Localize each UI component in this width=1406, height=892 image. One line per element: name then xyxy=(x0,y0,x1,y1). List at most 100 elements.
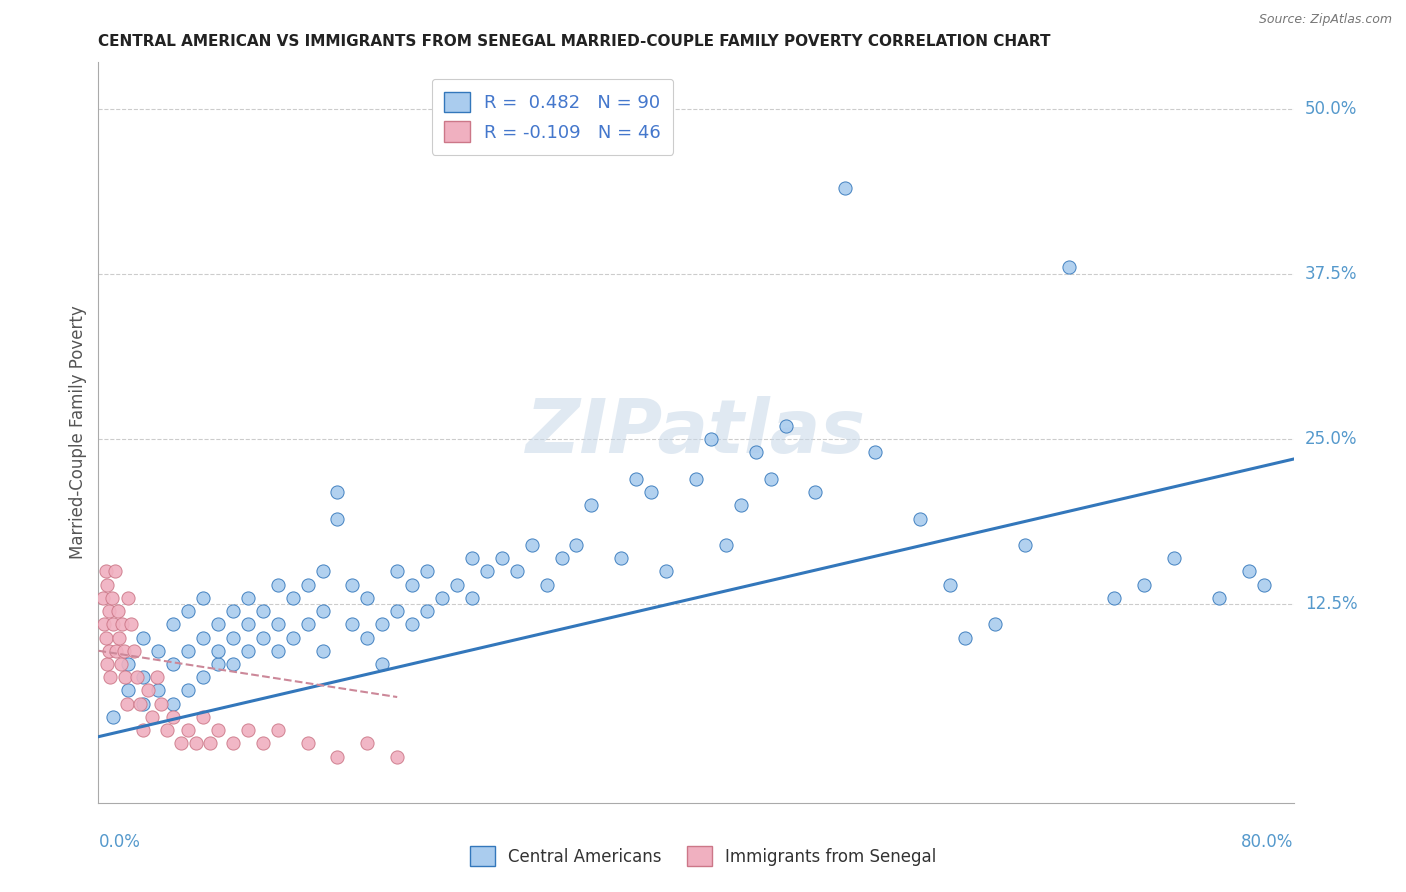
Point xyxy=(371,657,394,671)
Point xyxy=(281,631,304,645)
Point xyxy=(94,631,117,645)
Text: CENTRAL AMERICAN VS IMMIGRANTS FROM SENEGAL MARRIED-COUPLE FAMILY POVERTY CORREL: CENTRAL AMERICAN VS IMMIGRANTS FROM SENE… xyxy=(98,34,1050,49)
Point xyxy=(236,591,259,605)
Point xyxy=(385,604,409,618)
Point xyxy=(1104,591,1126,605)
Point xyxy=(112,644,135,658)
Point xyxy=(124,644,146,658)
Point xyxy=(252,604,274,618)
Point xyxy=(714,538,737,552)
Point xyxy=(136,683,159,698)
Text: 25.0%: 25.0% xyxy=(1305,430,1357,449)
Point xyxy=(110,657,132,671)
Point xyxy=(267,723,290,737)
Point xyxy=(103,710,125,724)
Point xyxy=(191,631,214,645)
Point xyxy=(236,723,259,737)
Point xyxy=(834,181,856,195)
Point xyxy=(101,591,124,605)
Point xyxy=(207,617,229,632)
Point xyxy=(416,604,439,618)
Point xyxy=(939,577,962,591)
Text: ZIPatlas: ZIPatlas xyxy=(526,396,866,469)
Point xyxy=(550,551,572,566)
Point xyxy=(207,657,229,671)
Point xyxy=(371,617,394,632)
Point xyxy=(430,591,453,605)
Point xyxy=(132,723,155,737)
Point xyxy=(236,644,259,658)
Text: 80.0%: 80.0% xyxy=(1241,833,1294,851)
Point xyxy=(191,670,214,684)
Point xyxy=(536,577,558,591)
Point xyxy=(626,472,648,486)
Point xyxy=(385,749,409,764)
Point xyxy=(94,565,117,579)
Point xyxy=(145,670,167,684)
Point xyxy=(236,617,259,632)
Point xyxy=(96,657,118,671)
Point xyxy=(1163,551,1185,566)
Point xyxy=(96,577,118,591)
Point xyxy=(311,565,333,579)
Point xyxy=(908,511,931,525)
Point xyxy=(177,683,200,698)
Point xyxy=(207,644,229,658)
Point xyxy=(326,485,349,500)
Point xyxy=(506,565,529,579)
Point xyxy=(107,604,129,618)
Point xyxy=(111,617,134,632)
Point xyxy=(730,499,752,513)
Point xyxy=(177,644,200,658)
Point xyxy=(162,617,184,632)
Point xyxy=(267,617,290,632)
Point xyxy=(342,577,364,591)
Point xyxy=(162,657,184,671)
Point xyxy=(93,617,115,632)
Text: Source: ZipAtlas.com: Source: ZipAtlas.com xyxy=(1258,13,1392,27)
Point xyxy=(191,591,214,605)
Point xyxy=(191,710,214,724)
Point xyxy=(865,445,887,459)
Point xyxy=(267,644,290,658)
Point xyxy=(416,565,439,579)
Point xyxy=(1253,577,1275,591)
Point xyxy=(132,631,155,645)
Point xyxy=(207,723,229,737)
Text: 50.0%: 50.0% xyxy=(1305,100,1357,118)
Point xyxy=(297,617,319,632)
Point xyxy=(581,499,603,513)
Point xyxy=(311,644,333,658)
Point xyxy=(162,710,184,724)
Legend: R =  0.482   N = 90, R = -0.109   N = 46: R = 0.482 N = 90, R = -0.109 N = 46 xyxy=(432,78,673,155)
Point xyxy=(685,472,707,486)
Point xyxy=(401,577,423,591)
Point xyxy=(120,617,142,632)
Point xyxy=(491,551,513,566)
Point xyxy=(446,577,468,591)
Point xyxy=(953,631,976,645)
Point xyxy=(297,736,319,750)
Point xyxy=(461,591,484,605)
Point xyxy=(745,445,768,459)
Point xyxy=(177,604,200,618)
Point xyxy=(222,657,245,671)
Point xyxy=(184,736,207,750)
Point xyxy=(700,432,723,446)
Point xyxy=(222,736,245,750)
Point xyxy=(103,617,125,632)
Point xyxy=(156,723,179,737)
Point xyxy=(104,565,127,579)
Point xyxy=(200,736,222,750)
Point xyxy=(132,697,155,711)
Point xyxy=(97,644,120,658)
Point xyxy=(91,591,114,605)
Point xyxy=(108,631,131,645)
Point xyxy=(129,697,152,711)
Point xyxy=(297,577,319,591)
Point xyxy=(97,604,120,618)
Point xyxy=(342,617,364,632)
Legend: Central Americans, Immigrants from Senegal: Central Americans, Immigrants from Seneg… xyxy=(461,838,945,875)
Point xyxy=(222,631,245,645)
Point xyxy=(117,591,139,605)
